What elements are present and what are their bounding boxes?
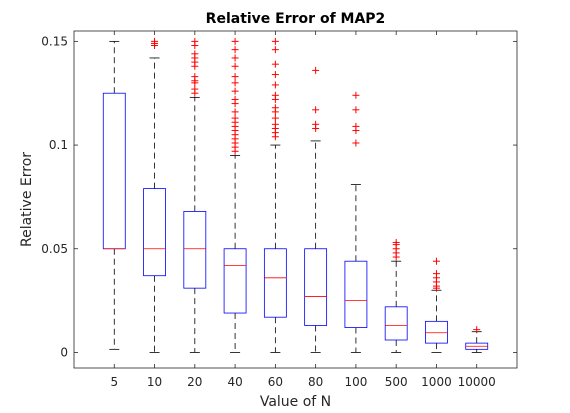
y-tick-label: 0.1 xyxy=(49,138,68,152)
x-tick-label: 10000 xyxy=(458,375,496,389)
y-tick-label: 0.05 xyxy=(41,242,68,256)
x-tick-label: 1000 xyxy=(421,375,452,389)
plot-area-frame xyxy=(74,31,517,368)
x-tick-label: 60 xyxy=(268,375,283,389)
x-tick-label: 20 xyxy=(187,375,202,389)
x-tick-label: 80 xyxy=(308,375,323,389)
x-tick-label: 10 xyxy=(147,375,162,389)
y-tick-label: 0 xyxy=(60,345,68,359)
x-tick-label: 100 xyxy=(344,375,367,389)
y-axis-label: Relative Error xyxy=(19,152,35,247)
x-tick-label: 500 xyxy=(385,375,408,389)
x-tick-label: 40 xyxy=(227,375,242,389)
x-axis-label: Value of N xyxy=(260,394,331,410)
y-tick-label: 0.15 xyxy=(41,34,68,48)
chart-title: Relative Error of MAP2 xyxy=(206,11,386,27)
x-tick-label: 5 xyxy=(110,375,118,389)
